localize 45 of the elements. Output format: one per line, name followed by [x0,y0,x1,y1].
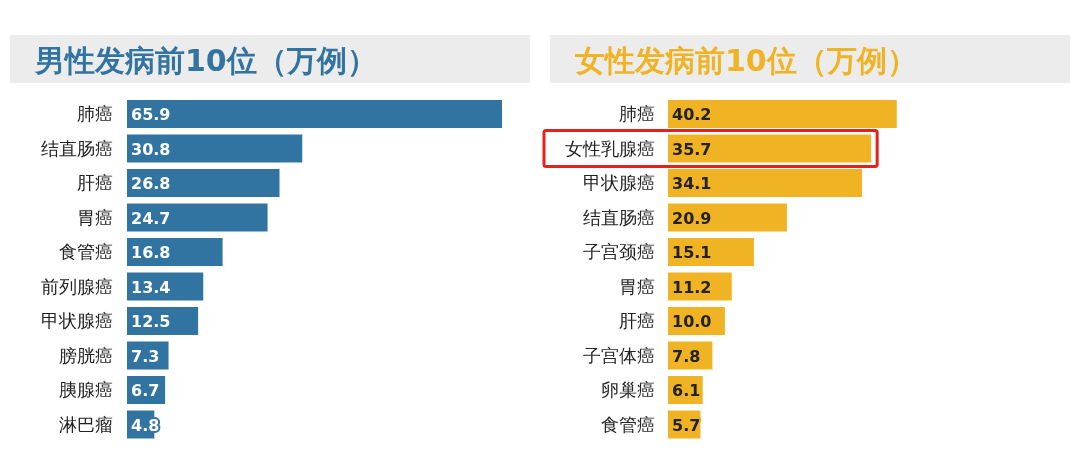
y-tick-label: 卵巢癌 [601,379,655,400]
y-tick-label: 甲状腺癌 [583,172,655,193]
y-tick-label: 结直肠癌 [583,206,655,228]
y-tick-label: 肝癌 [77,172,113,193]
y-tick-label: 肺癌 [619,103,655,124]
y-tick-label: 胃癌 [77,206,113,228]
data-label: 12.5 [131,312,171,331]
data-label: 35.7 [672,139,712,159]
y-tick-label: 胰腺癌 [59,379,113,400]
data-label: 10.0 [672,312,712,331]
data-label: 20.9 [672,208,712,228]
bar [668,134,872,163]
data-label: 7.8 [672,346,701,366]
y-tick-label: 前列腺癌 [41,275,113,297]
y-tick-label: 甲状腺癌 [41,310,113,331]
data-label: 13.4 [131,277,171,297]
y-tick-label: 肝癌 [619,310,655,331]
y-tick-label: 食管癌 [601,413,655,435]
data-label: 7.3 [131,346,160,366]
y-tick-label: 子宫颈癌 [583,241,655,262]
data-label: 6.7 [131,381,160,400]
y-tick-label: 结直肠癌 [41,137,113,159]
chart-title: 男性发病前10位（万例） [34,43,377,78]
data-label: 5.7 [672,415,701,435]
data-label: 40.2 [672,105,712,124]
data-label: 15.1 [672,243,712,262]
data-label: 30.8 [131,139,171,159]
bar [668,100,897,128]
data-label: 11.2 [672,277,712,297]
y-tick-label: 女性乳腺癌 [565,137,655,159]
chart-title: 女性发病前10位（万例） [574,43,917,78]
data-label: 16.8 [131,243,171,262]
data-label: 6.1 [672,381,701,400]
data-label: 65.9 [131,105,171,124]
data-label: 34.1 [672,174,712,193]
data-label: 24.7 [131,208,171,228]
y-tick-label: 子宫体癌 [583,344,655,366]
data-label: 26.8 [131,174,171,193]
y-tick-label: 胃癌 [619,275,655,297]
bar [668,169,863,197]
bar [127,100,502,128]
y-tick-label: 膀胱癌 [59,344,113,366]
y-tick-label: 淋巴瘤 [59,413,113,435]
y-tick-label: 肺癌 [77,103,113,124]
y-tick-label: 食管癌 [59,241,113,262]
